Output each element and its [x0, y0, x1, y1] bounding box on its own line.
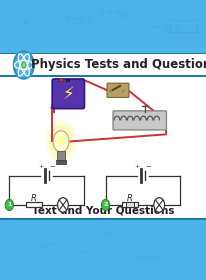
Text: Text and Your Questions: Text and Your Questions	[32, 206, 174, 216]
Text: R: R	[127, 194, 132, 203]
Bar	[26, 202, 42, 207]
FancyBboxPatch shape	[0, 203, 206, 218]
Text: $F=ma$: $F=ma$	[32, 239, 59, 253]
Bar	[125, 202, 134, 207]
Circle shape	[49, 125, 73, 158]
Bar	[56, 160, 66, 164]
Circle shape	[153, 198, 164, 212]
FancyBboxPatch shape	[107, 83, 128, 97]
Text: $v=s\cdot t$: $v=s\cdot t$	[64, 11, 92, 25]
Circle shape	[5, 199, 13, 211]
Circle shape	[22, 62, 26, 67]
Text: +: +	[134, 164, 139, 169]
Text: $\rightarrow$: $\rightarrow$	[77, 248, 88, 256]
Circle shape	[59, 136, 65, 144]
Text: 2: 2	[103, 202, 107, 207]
FancyBboxPatch shape	[0, 75, 206, 77]
Circle shape	[14, 52, 34, 78]
Text: 1: 1	[7, 202, 12, 207]
Circle shape	[52, 129, 70, 154]
Text: $v=s/t$: $v=s/t$	[92, 228, 114, 239]
FancyBboxPatch shape	[0, 218, 206, 219]
Text: −: −	[145, 164, 151, 170]
Circle shape	[53, 131, 69, 152]
FancyBboxPatch shape	[0, 76, 206, 77]
Text: −: −	[49, 164, 55, 170]
FancyBboxPatch shape	[0, 55, 206, 76]
FancyBboxPatch shape	[52, 79, 84, 109]
Text: +: +	[38, 164, 43, 169]
FancyBboxPatch shape	[112, 111, 166, 130]
Text: ⚡: ⚡	[62, 85, 74, 103]
FancyBboxPatch shape	[0, 53, 206, 55]
Bar	[59, 78, 63, 81]
Circle shape	[121, 89, 124, 93]
Circle shape	[109, 89, 111, 93]
Text: $a$: $a$	[22, 18, 28, 26]
Circle shape	[57, 198, 68, 212]
Text: $F=mg$: $F=mg$	[98, 5, 129, 20]
Text: Physics Tests and Questions: Physics Tests and Questions	[30, 59, 206, 71]
Bar	[57, 151, 65, 161]
Bar	[66, 79, 69, 81]
FancyBboxPatch shape	[0, 0, 206, 54]
FancyBboxPatch shape	[0, 54, 206, 55]
Circle shape	[101, 199, 109, 211]
Text: $p=m\cdot g$: $p=m\cdot g$	[149, 24, 180, 32]
FancyBboxPatch shape	[0, 218, 206, 280]
Circle shape	[13, 50, 35, 80]
Text: R: R	[31, 194, 37, 203]
FancyBboxPatch shape	[0, 218, 206, 220]
FancyBboxPatch shape	[0, 76, 206, 217]
Circle shape	[45, 120, 76, 162]
Bar	[121, 202, 138, 207]
Text: $p=m/V$: $p=m/V$	[134, 253, 163, 263]
